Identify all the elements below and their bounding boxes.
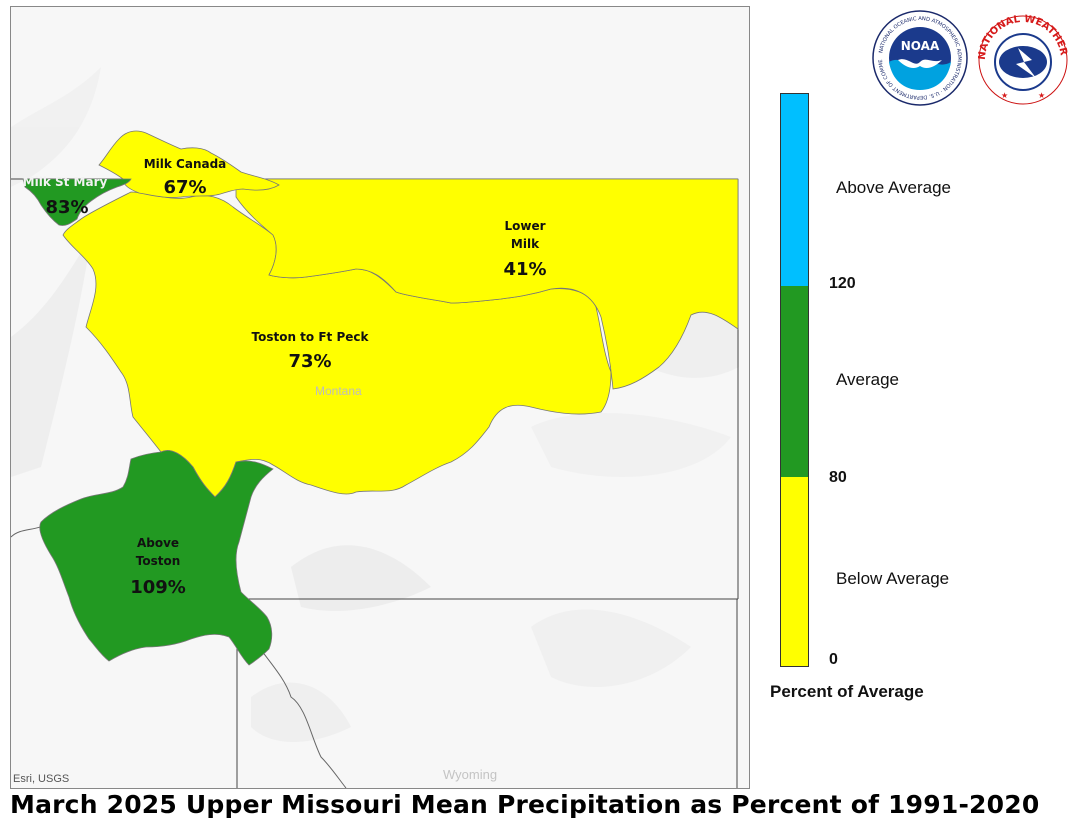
legend-swatch-average <box>781 286 808 477</box>
map-frame: Milk St Mary 83% Milk Canada 67% Lower M… <box>10 6 750 789</box>
legend-label-above-average: Above Average <box>836 178 951 197</box>
legend-swatch-below-average <box>781 477 808 666</box>
label-above-toston-pct: 109% <box>130 577 186 598</box>
label-toston-ft-peck-pct: 73% <box>288 351 331 372</box>
label-lower-milk-name-2: Milk <box>511 237 540 251</box>
state-label-wyoming: Wyoming <box>443 767 498 782</box>
legend-break-0: 0 <box>829 651 838 668</box>
nws-star-icon-2: ★ <box>1038 91 1045 100</box>
label-milk-canada-name: Milk Canada <box>144 157 227 171</box>
label-milk-st-mary-name: Milk St Mary <box>23 175 108 189</box>
legend-break-120: 120 <box>829 275 856 292</box>
legend-swatch-above-average <box>781 94 808 286</box>
legend-color-bar <box>780 93 809 667</box>
basin-labels: Milk St Mary 83% Milk Canada 67% Lower M… <box>23 157 547 598</box>
nws-logo: NATIONAL WEATHER SERVICE ★ ★ <box>978 10 1068 105</box>
map-canvas: Milk St Mary 83% Milk Canada 67% Lower M… <box>11 67 739 788</box>
noaa-logo-wordmark: NOAA <box>901 39 940 53</box>
label-milk-st-mary-pct: 83% <box>45 197 88 218</box>
label-above-toston-name-1: Above <box>137 536 179 550</box>
label-toston-ft-peck-name: Toston to Ft Peck <box>252 330 370 344</box>
label-milk-canada-pct: 67% <box>163 177 206 198</box>
label-lower-milk-pct: 41% <box>503 259 546 280</box>
map-title: March 2025 Upper Missouri Mean Precipita… <box>10 790 1040 819</box>
basin-milk-canada[interactable] <box>98 130 280 198</box>
basin-above-toston[interactable] <box>39 450 274 666</box>
noaa-logo: NOAA NATIONAL OCEANIC AND ATMOSPHERIC AD… <box>872 10 968 106</box>
label-above-toston-name-2: Toston <box>136 554 181 568</box>
basin-milk-st-mary[interactable] <box>22 178 132 226</box>
label-lower-milk-name-1: Lower <box>504 219 545 233</box>
legend-label-average: Average <box>836 370 900 389</box>
state-label-montana: Montana <box>315 384 362 398</box>
nws-star-icon: ★ <box>1001 91 1008 100</box>
basin-polygons <box>22 130 739 666</box>
basin-lower-milk[interactable] <box>235 178 739 390</box>
legend-break-80: 80 <box>829 469 847 486</box>
legend-title: Percent of Average <box>770 682 924 701</box>
map-attribution: Esri, USGS <box>13 773 70 785</box>
legend-label-below-average: Below Average <box>836 569 950 588</box>
